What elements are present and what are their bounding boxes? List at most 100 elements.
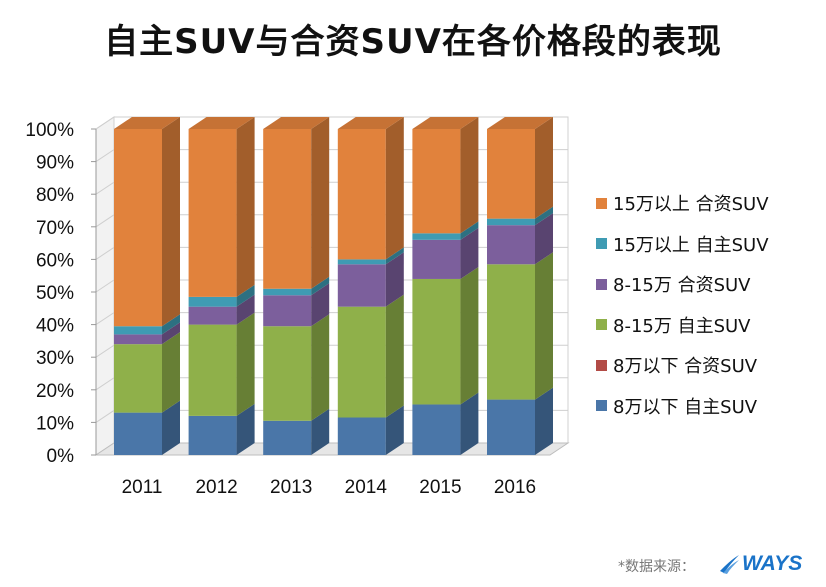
bar-segment (188, 415, 237, 455)
legend-swatch (596, 319, 607, 331)
bar-stack-2014 (337, 117, 404, 455)
legend-item: 8-15万 自主SUV (596, 305, 769, 346)
bar-segment (337, 417, 386, 455)
y-tick-label: 0% (47, 446, 75, 467)
bar-top-face (188, 117, 255, 129)
x-tick-label: 2011 (122, 477, 163, 498)
y-tick-label: 70% (36, 218, 74, 239)
bar-segment (337, 264, 386, 307)
bar-segment-side (311, 283, 330, 327)
bar-segment-side (460, 266, 479, 405)
bar-segment (263, 420, 312, 455)
bar-segment (412, 404, 461, 455)
bar-stack-2011 (114, 117, 180, 455)
x-tick-label: 2012 (195, 477, 237, 498)
bar-segment (263, 129, 312, 289)
legend-swatch (596, 400, 607, 412)
bar-segment-side (535, 206, 553, 226)
y-tick-label: 40% (36, 316, 74, 337)
x-tick-label: 2015 (419, 477, 461, 498)
legend-swatch (596, 238, 607, 250)
y-tick-label: 30% (36, 348, 74, 369)
legend-item: 8万以下 合资SUV (596, 345, 769, 386)
bar-segment (114, 326, 162, 335)
bar-segment-side (385, 252, 404, 307)
bar-top-face (114, 117, 180, 129)
y-tick-label: 20% (36, 381, 74, 402)
bar-segment (412, 278, 461, 405)
bar-segment-side (236, 284, 255, 307)
bar-segment-side (311, 408, 330, 455)
x-tick-label: 2016 (494, 477, 536, 498)
bar-segment-side (535, 117, 553, 219)
legend-swatch (596, 197, 607, 209)
bar-segment (188, 296, 237, 307)
bar-segment (114, 129, 162, 327)
bar-segment (337, 306, 386, 418)
brand-name: WAYS (742, 552, 803, 575)
chart-legend: 15万以上 合资SUV 15万以上 自主SUV 8-15万 合资SUV 8-15万 自… (596, 183, 769, 426)
legend-item: 15万以上 合资SUV (596, 183, 769, 224)
bar-segment-side (385, 117, 404, 260)
y-tick-label: 100% (25, 120, 74, 141)
bar-top-face (263, 117, 330, 129)
legend-swatch (596, 359, 607, 371)
bar-segment-side (162, 332, 180, 413)
bar-segment-side (311, 314, 330, 421)
bar-segment-side (535, 252, 553, 400)
legend-item: 15万以上 自主SUV (596, 224, 769, 265)
bar-segment (114, 334, 162, 345)
bar-segment (188, 306, 237, 325)
bar-segment (188, 129, 237, 297)
y-tick-label: 80% (36, 185, 74, 206)
bar-segment (412, 129, 461, 234)
bar-segment-side (236, 117, 255, 297)
bar-stack-2016 (487, 117, 553, 455)
bar-segment (114, 412, 162, 455)
bar-segment-side (460, 392, 479, 455)
bar-segment-side (460, 221, 479, 240)
bar-segment-side (162, 314, 180, 335)
legend-label: 8-15万 合资SUV (613, 275, 751, 297)
y-tick-label: 10% (36, 413, 74, 434)
bar-segment (412, 233, 461, 240)
legend-label: 15万以上 合资SUV (613, 194, 769, 216)
bar-segment-side (311, 276, 330, 296)
legend-label: 15万以上 自主SUV (613, 234, 769, 256)
bar-segment-side (460, 227, 479, 279)
bar-segment (412, 239, 461, 279)
bar-segment-side (385, 247, 404, 265)
data-source-note: *数据来源： (618, 559, 695, 575)
bar-segment (337, 129, 386, 260)
gridline (95, 116, 568, 130)
bar-segment-side (385, 294, 404, 418)
chart-title: 自主SUV与合资SUV在各价格段的表现 (104, 22, 722, 62)
bar-segment (188, 324, 237, 416)
bar-stack-2015 (412, 117, 479, 455)
bar-stack-2013 (263, 117, 330, 455)
bar-segment-side (385, 405, 404, 455)
bar-segment-side (162, 322, 180, 345)
x-tick-label: 2013 (270, 477, 312, 498)
bar-segment-side (236, 294, 255, 325)
brand-swoosh-icon (720, 555, 739, 574)
bar-stack-2012 (188, 117, 255, 455)
bar-segment-side (236, 312, 255, 416)
bar-segment (263, 288, 312, 296)
bar-segment (114, 344, 162, 413)
y-tick-label: 50% (36, 283, 74, 304)
bar-segment-side (311, 117, 330, 289)
legend-item: 8万以下 自主SUV (596, 386, 769, 427)
bar-top-face (337, 117, 404, 129)
legend-label: 8万以下 自主SUV (613, 396, 758, 418)
bar-segment-side (460, 117, 479, 234)
bar-segment-side (535, 213, 553, 265)
bar-segment-side (535, 387, 553, 455)
bar-segment (487, 218, 535, 226)
brand-logo: WAYS (718, 552, 802, 576)
bar-segment (487, 225, 535, 265)
y-tick-label: 90% (36, 153, 74, 174)
legend-label: 8万以下 合资SUV (613, 356, 758, 378)
y-tick-label: 60% (36, 250, 74, 271)
